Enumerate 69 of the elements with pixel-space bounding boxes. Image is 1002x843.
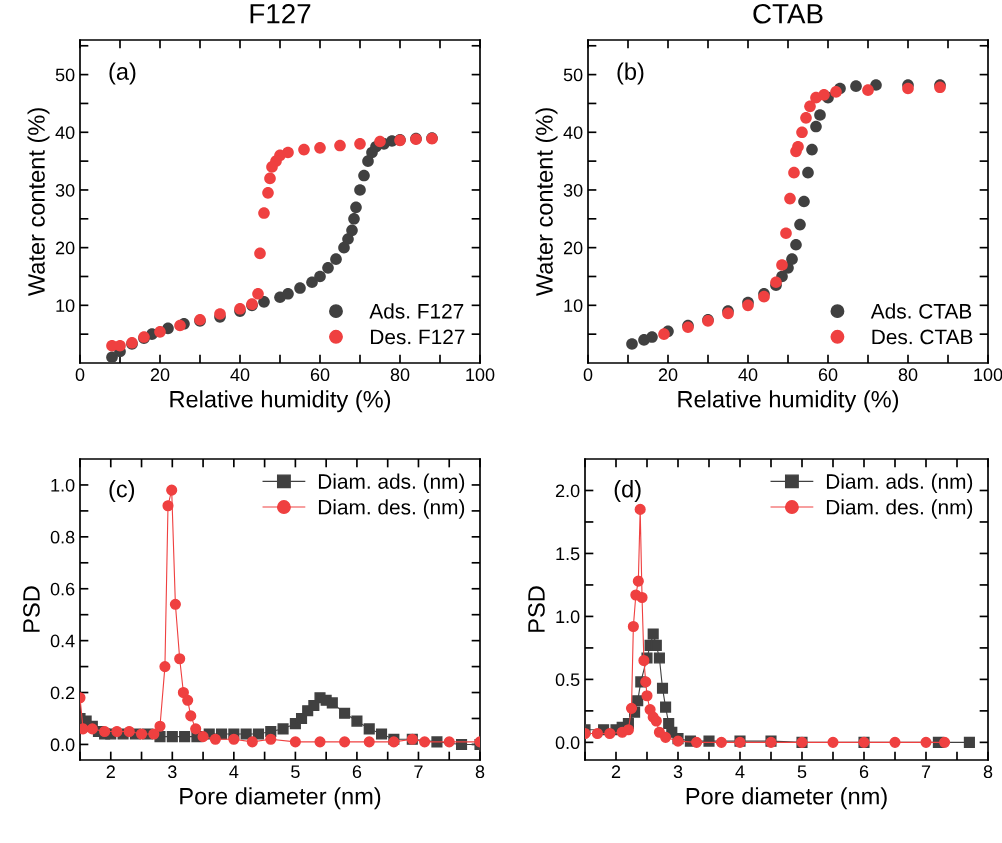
y-tick-label: 0.0 bbox=[555, 736, 580, 750]
y-tick-label: 30 bbox=[563, 183, 583, 197]
x-tick-label: 40 bbox=[738, 368, 758, 382]
annotation: (a) bbox=[109, 62, 136, 85]
x-tick-label: 2 bbox=[106, 765, 115, 778]
y-tick-label: 1.0 bbox=[556, 610, 580, 624]
y-tick-label: 40 bbox=[563, 126, 583, 140]
legend-label: Diam. ads. (nm) bbox=[318, 473, 465, 493]
annotation: (d) bbox=[614, 480, 641, 503]
x-axis-title: Relative humidity (%) bbox=[170, 390, 391, 413]
x-tick-label: 100 bbox=[466, 368, 495, 382]
x-tick-label: 0 bbox=[75, 368, 85, 382]
x-tick-label: 8 bbox=[983, 765, 993, 779]
y-tick-label: 1.0 bbox=[51, 478, 75, 492]
x-tick-label: 2 bbox=[611, 765, 621, 778]
y-tick-label: 40 bbox=[55, 126, 75, 140]
y-tick-label: 0.6 bbox=[50, 582, 75, 596]
y-tick-label: 10 bbox=[564, 299, 583, 313]
legend-label: Des. F127 bbox=[371, 329, 465, 345]
x-tick-label: 60 bbox=[310, 368, 330, 382]
x-tick-label: 80 bbox=[390, 368, 410, 382]
x-tick-label: 100 bbox=[974, 368, 1002, 382]
x-tick-label: 6 bbox=[859, 765, 869, 779]
y-tick-label: 30 bbox=[55, 183, 75, 197]
y-tick-label: 0.5 bbox=[555, 673, 580, 687]
chart-title: F127 bbox=[250, 3, 311, 24]
x-tick-label: 5 bbox=[291, 765, 300, 779]
x-tick-label: 7 bbox=[414, 765, 423, 778]
x-tick-label: 40 bbox=[230, 368, 250, 382]
x-tick-label: 80 bbox=[898, 368, 918, 382]
x-axis-title: Relative humidity (%) bbox=[678, 390, 899, 413]
y-tick-label: 0.8 bbox=[50, 530, 75, 544]
x-tick-label: 60 bbox=[818, 368, 838, 382]
annotation: (c) bbox=[109, 480, 135, 503]
y-tick-label: 50 bbox=[563, 68, 583, 82]
legend-label: Ads. CTAB bbox=[870, 303, 972, 319]
y-tick-label: 50 bbox=[55, 68, 75, 82]
x-tick-label: 3 bbox=[673, 765, 683, 779]
legend-label: Ads. F127 bbox=[369, 303, 464, 319]
y-tick-label: 0.4 bbox=[50, 634, 75, 648]
legend-label: Diam. ads. (nm) bbox=[826, 473, 973, 493]
x-tick-label: 6 bbox=[352, 765, 362, 779]
x-tick-label: 5 bbox=[797, 765, 807, 779]
x-tick-label: 0 bbox=[583, 368, 593, 382]
x-tick-label: 20 bbox=[658, 368, 678, 382]
legend-label: Diam. des. (nm) bbox=[826, 499, 973, 519]
legend-label: Des. CTAB bbox=[872, 329, 973, 345]
x-tick-label: 8 bbox=[475, 765, 485, 779]
x-tick-label: 20 bbox=[150, 368, 170, 382]
x-axis-title: Pore diameter (nm) bbox=[686, 787, 887, 810]
chart-title: CTAB bbox=[753, 3, 823, 24]
y-axis-title: Water content (%) bbox=[27, 108, 50, 297]
y-tick-label: 2.0 bbox=[555, 484, 580, 498]
x-tick-label: 4 bbox=[229, 765, 239, 778]
y-tick-label: 1.5 bbox=[556, 547, 580, 561]
legend-label: Diam. des. (nm) bbox=[318, 499, 465, 519]
y-axis-title: PSD bbox=[23, 586, 40, 632]
y-axis-title: PSD bbox=[528, 586, 545, 632]
x-tick-label: 7 bbox=[921, 765, 931, 778]
x-tick-label: 4 bbox=[735, 765, 745, 778]
x-tick-label: 3 bbox=[167, 765, 177, 779]
y-tick-label: 20 bbox=[55, 241, 75, 255]
y-tick-label: 20 bbox=[563, 241, 583, 255]
x-axis-title: Pore diameter (nm) bbox=[180, 787, 381, 810]
y-tick-label: 10 bbox=[56, 299, 75, 313]
y-axis-title: Water content (%) bbox=[535, 108, 558, 297]
y-tick-label: 0.2 bbox=[50, 686, 75, 700]
y-tick-label: 0.0 bbox=[50, 738, 75, 752]
annotation: (b) bbox=[617, 62, 644, 85]
